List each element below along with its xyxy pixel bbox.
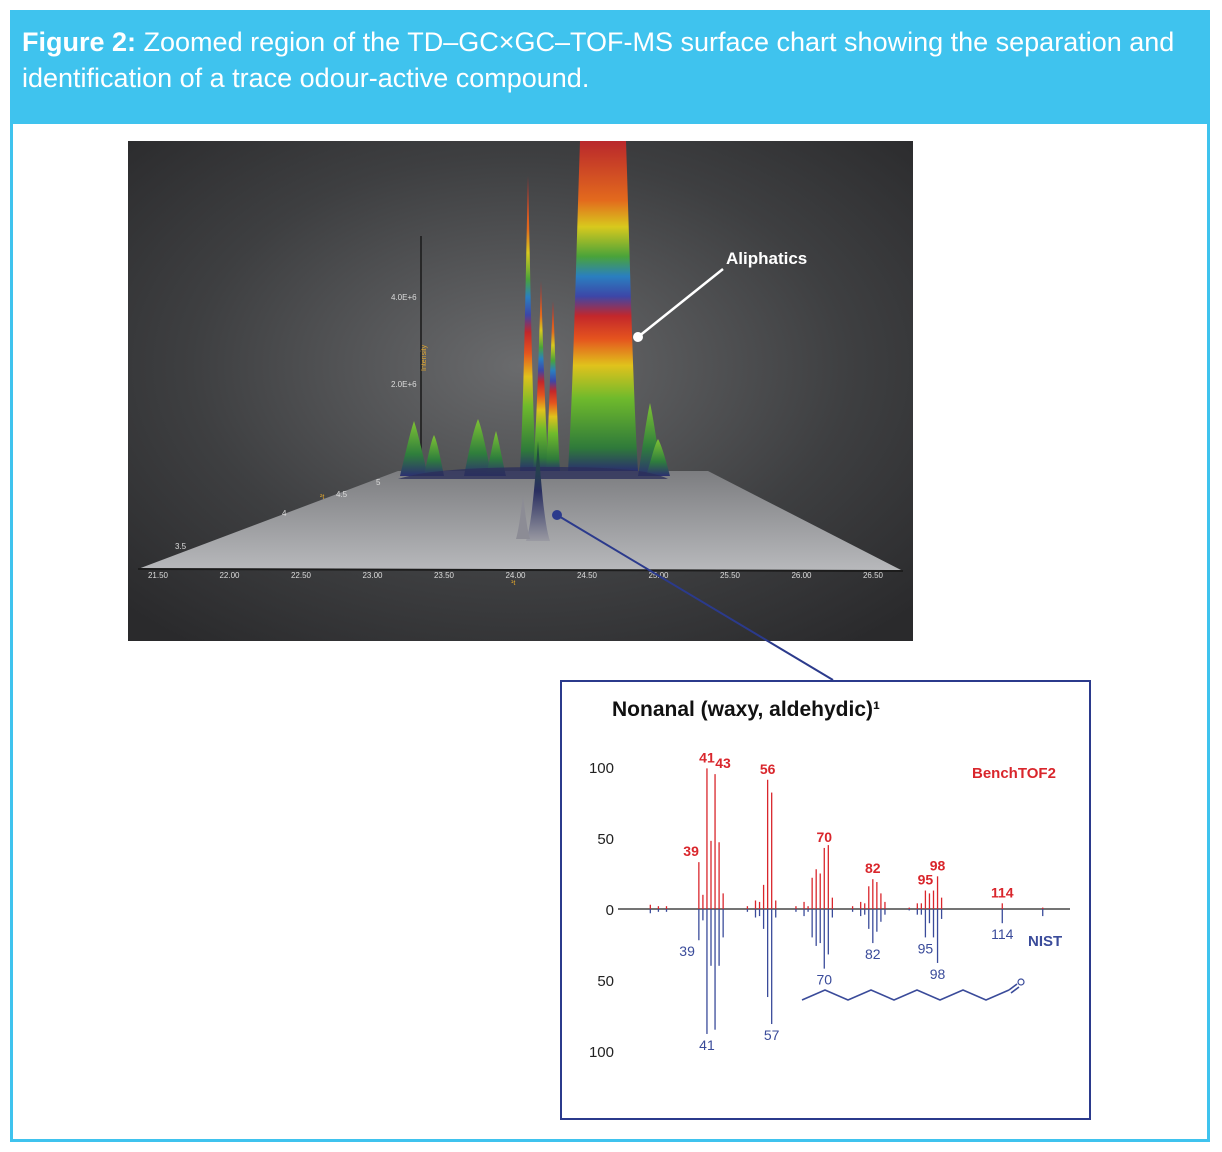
x-tick-label: 22.00: [219, 571, 240, 580]
aliphatics-peak: [533, 281, 549, 471]
y-tick-label: 50: [597, 831, 614, 848]
benchtof2-peak-label: 39: [683, 843, 699, 859]
nist-peak-label: 70: [816, 972, 832, 988]
x-tick-label: 23.50: [434, 571, 455, 580]
figure-label: Figure 2:: [22, 27, 137, 57]
benchtof2-peak-label: 70: [816, 829, 832, 845]
nonanal-structure-bond: [1008, 983, 1018, 991]
minor-peak: [646, 439, 670, 476]
x-tick-label: 25.00: [648, 571, 669, 580]
y-tick-label: 0: [606, 902, 614, 919]
x-tick-label: 26.00: [791, 571, 812, 580]
y-tick-label: 3.5: [175, 542, 187, 551]
spectrum-title: Nonanal (waxy, aldehydic)¹: [612, 698, 880, 721]
spectrum-panel: Nonanal (waxy, aldehydic)¹ BenchTOF2 NIS…: [560, 680, 1091, 1120]
y-tick-label: 5: [376, 478, 381, 487]
figure-caption: Figure 2: Zoomed region of the TD–GC×GC–…: [22, 24, 1198, 96]
nist-peak-label: 41: [699, 1037, 715, 1053]
minor-peak: [400, 421, 428, 476]
nist-peak-label: 95: [918, 940, 934, 956]
spectrum-bars: [649, 768, 1044, 1034]
benchtof2-peak-label: 56: [760, 761, 776, 777]
minor-peak: [424, 435, 444, 476]
y-tick-label: 4.5: [336, 490, 348, 499]
mass-spectrum-chart: Nonanal (waxy, aldehydic)¹ BenchTOF2 NIS…: [589, 698, 1070, 1061]
aliphatics-callout-line: [637, 268, 724, 338]
x-tick-label: 21.50: [148, 571, 169, 580]
x-tick-label: 22.50: [291, 571, 312, 580]
x-tick-label: 26.50: [863, 571, 884, 580]
y-axis-label: ²t: [320, 494, 324, 501]
trace-peak-shoulder: [516, 496, 530, 539]
y-tick-label: 100: [589, 760, 614, 777]
benchtof2-peak-label: 43: [715, 755, 731, 771]
z-axis-label: Intensity: [421, 344, 428, 371]
aliphatics-peak: [546, 301, 560, 471]
nist-peak-label: 98: [930, 966, 946, 982]
y-tick-label: 4: [282, 509, 287, 518]
benchtof2-peak-label: 41: [699, 749, 715, 765]
aliphatics-callout-dot: [633, 332, 643, 342]
benchtof2-peak-label: 82: [865, 860, 881, 876]
y-tick-label: 100: [589, 1044, 614, 1061]
nonanal-structure: [801, 989, 1010, 1001]
legend-benchtof2: BenchTOF2: [972, 765, 1056, 782]
benchtof2-peak-label: 98: [930, 857, 946, 873]
nonanal-trace-peak: [526, 441, 550, 541]
nonanal-oxygen-atom: [1017, 978, 1025, 986]
benchtof2-peak-label: 114: [991, 884, 1014, 900]
minor-peak: [464, 419, 492, 476]
z-tick-label: 4.0E+6: [391, 293, 417, 302]
x-tick-label: 24.00: [505, 571, 526, 580]
aliphatics-peak: [520, 176, 536, 471]
aliphatics-peak-cluster: [568, 141, 638, 471]
nonanal-structure-bond: [1010, 986, 1020, 994]
legend-nist: NIST: [1028, 933, 1062, 950]
peak-base: [398, 467, 668, 479]
z-tick-label: 2.0E+6: [391, 380, 417, 389]
nist-peak-label: 82: [865, 946, 881, 962]
nist-peak-label: 57: [764, 1027, 780, 1043]
y-tick-label: 50: [597, 973, 614, 990]
x-tick-label: 25.50: [720, 571, 741, 580]
x-axis-label: ¹t: [511, 580, 515, 587]
x-tick-label: 24.50: [577, 571, 598, 580]
trace-callout-dot: [552, 510, 562, 520]
figure-caption-text: Zoomed region of the TD–GC×GC–TOF-MS sur…: [22, 27, 1175, 93]
aliphatics-callout-label: Aliphatics: [726, 249, 807, 268]
figure-header: Figure 2: Zoomed region of the TD–GC×GC–…: [10, 10, 1210, 124]
benchtof2-peak-label: 95: [918, 872, 934, 888]
x-tick-label: 23.00: [362, 571, 383, 580]
minor-peak: [486, 431, 506, 476]
nist-peak-label: 114: [991, 926, 1014, 942]
nist-peak-label: 39: [679, 943, 695, 959]
surface-chart: 4.0E+6 2.0E+6 Intensity 3.5 4 4.5 5 ²t 2…: [128, 141, 913, 641]
